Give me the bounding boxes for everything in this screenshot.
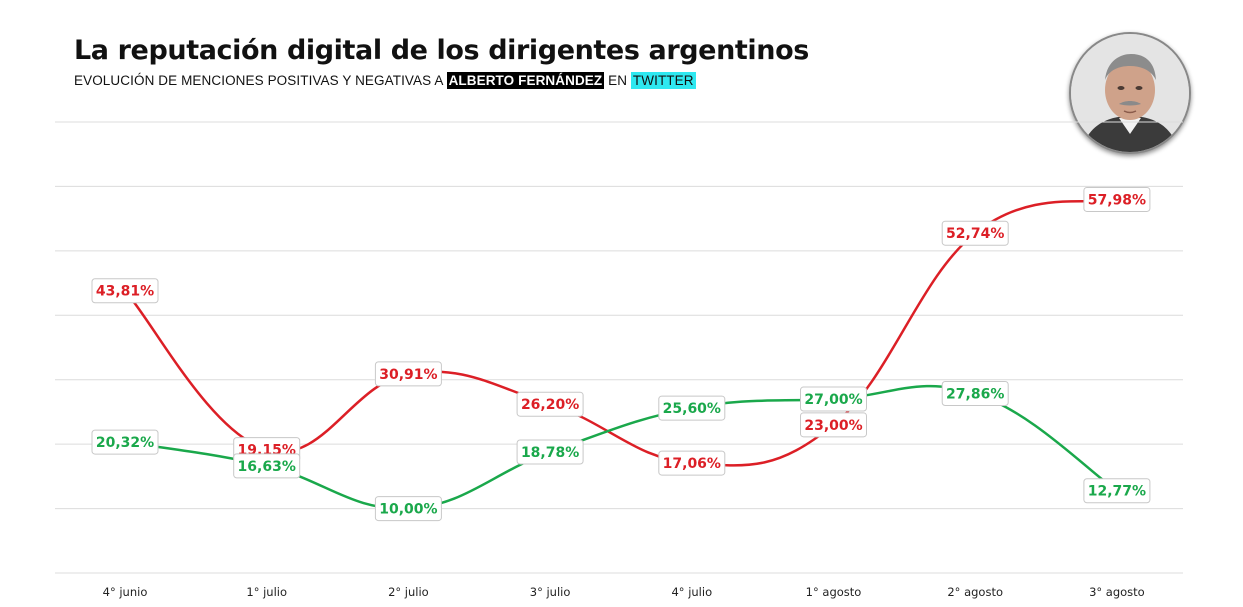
data-label-text: 25,60% — [663, 401, 721, 417]
data-label-text: 20,32% — [96, 435, 154, 451]
data-label: 10,00% — [374, 496, 442, 522]
data-label-box — [374, 496, 442, 522]
data-label: 27,86% — [941, 381, 1009, 407]
data-label: 16,63% — [233, 453, 301, 479]
data-label: 57,98% — [1083, 186, 1151, 212]
data-label-box — [91, 429, 159, 455]
data-label: 25,60% — [658, 395, 726, 421]
data-label: 27,00% — [800, 386, 867, 412]
data-label-text: 57,98% — [1088, 192, 1146, 208]
data-label-box — [516, 391, 584, 417]
data-label-box — [800, 412, 867, 438]
grid — [55, 121, 1183, 574]
chart-title: La reputación digital de los dirigentes … — [74, 35, 809, 66]
data-label-box — [233, 453, 301, 479]
data-label-text: 17,06% — [663, 456, 721, 472]
x-tick-label: 1° agosto — [806, 585, 862, 599]
subtitle-platform: TWITTER — [630, 72, 696, 89]
chart-subtitle: EVOLUCIÓN DE MENCIONES POSITIVAS Y NEGAT… — [74, 71, 809, 91]
data-label-text: 23,00% — [804, 418, 862, 434]
data-label: 18,78% — [516, 439, 584, 465]
data-label: 23,00% — [800, 412, 867, 438]
data-label-text: 12,77% — [1088, 484, 1146, 500]
data-label-box — [516, 439, 584, 465]
data-label: 12,77% — [1083, 478, 1151, 504]
x-axis-ticks: 4° junio 1° julio 2° julio 3° julio 4° julio… — [103, 585, 1145, 599]
x-tick-label: 3° agosto — [1089, 585, 1145, 599]
data-label-box — [91, 278, 159, 304]
data-label-box — [941, 220, 1009, 246]
data-labels: 43,81%19,15%30,91%26,20%17,06%23,00%52,7… — [91, 186, 1151, 522]
data-label-text: 27,86% — [946, 387, 1004, 403]
data-label-box — [941, 381, 1009, 407]
x-tick-label: 2° julio — [388, 585, 429, 599]
subtitle-name: ALBERTO FERNÁNDEZ — [446, 72, 605, 89]
data-label-box — [1083, 186, 1151, 212]
data-label: 17,06% — [658, 450, 726, 476]
data-label: 52,74% — [941, 220, 1009, 246]
data-label-text: 16,63% — [238, 459, 296, 475]
data-label-text: 18,78% — [521, 445, 579, 461]
data-label: 20,32% — [91, 429, 159, 455]
data-label: 30,91% — [374, 361, 442, 387]
x-tick-label: 4° junio — [103, 585, 148, 599]
x-tick-label: 1° julio — [246, 585, 287, 599]
data-label-text: 30,91% — [379, 367, 437, 383]
x-tick-label: 4° julio — [671, 585, 712, 599]
data-label-box — [658, 450, 726, 476]
data-label-text: 43,81% — [96, 284, 154, 300]
data-label-text: 27,00% — [804, 392, 862, 408]
data-label-text: 26,20% — [521, 397, 579, 413]
data-label-box — [800, 386, 867, 412]
data-label-box — [1083, 478, 1151, 504]
data-label-box — [374, 361, 442, 387]
data-label: 43,81% — [91, 278, 159, 304]
data-label-text: 52,74% — [946, 226, 1004, 242]
chart-header: La reputación digital de los dirigentes … — [74, 34, 809, 91]
x-tick-label: 2° agosto — [947, 585, 1003, 599]
data-label-text: 10,00% — [379, 502, 437, 518]
data-label-box — [658, 395, 726, 421]
subtitle-prefix: EVOLUCIÓN DE MENCIONES POSITIVAS Y NEGAT… — [74, 73, 447, 88]
data-label: 26,20% — [516, 391, 584, 417]
subtitle-mid: EN — [604, 73, 631, 88]
x-tick-label: 3° julio — [530, 585, 571, 599]
